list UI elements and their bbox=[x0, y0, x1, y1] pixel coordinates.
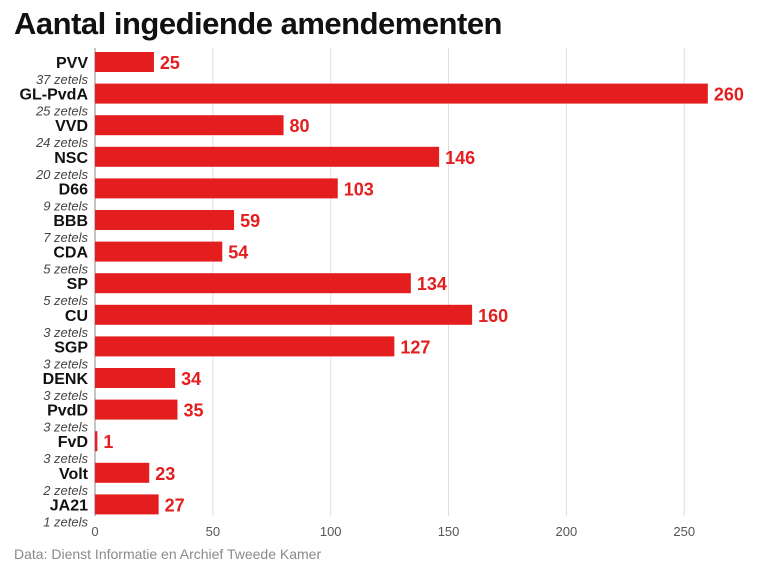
category-label: BBB bbox=[53, 213, 88, 230]
value-label: 59 bbox=[240, 211, 260, 231]
value-label: 146 bbox=[445, 148, 475, 168]
category-label: GL-PvdA bbox=[20, 87, 89, 104]
seats-label: 1 zetels bbox=[43, 514, 88, 529]
value-label: 54 bbox=[228, 243, 248, 263]
category-label: CDA bbox=[53, 245, 88, 262]
x-tick-label: 50 bbox=[206, 524, 220, 539]
bar-nsc bbox=[95, 146, 440, 167]
x-tick-label: 100 bbox=[320, 524, 342, 539]
seats-label: 9 zetels bbox=[43, 198, 88, 213]
value-label: 260 bbox=[714, 85, 744, 105]
value-label: 1 bbox=[103, 432, 113, 452]
x-tick-label: 250 bbox=[673, 524, 695, 539]
x-tick-label: 0 bbox=[91, 524, 98, 539]
seats-label: 5 zetels bbox=[43, 293, 88, 308]
seats-label: 3 zetels bbox=[43, 325, 88, 340]
value-label: 27 bbox=[165, 495, 185, 515]
bar-fvd bbox=[95, 431, 98, 452]
value-label: 103 bbox=[344, 179, 374, 199]
value-label: 35 bbox=[183, 401, 203, 421]
value-label: 34 bbox=[181, 369, 201, 389]
category-label: PVV bbox=[56, 55, 88, 72]
seats-label: 3 zetels bbox=[43, 356, 88, 371]
bar-sp bbox=[95, 273, 411, 294]
value-label: 80 bbox=[290, 116, 310, 136]
bar-bbb bbox=[95, 210, 235, 230]
bar-denk bbox=[95, 368, 176, 388]
chart-title: Aantal ingediende amendementen bbox=[14, 6, 503, 41]
seats-label: 25 zetels bbox=[35, 104, 89, 119]
bar-d66 bbox=[95, 178, 338, 199]
seats-label: 3 zetels bbox=[43, 420, 88, 435]
category-label: CU bbox=[65, 308, 88, 325]
bar-vvd bbox=[95, 115, 284, 136]
source-note: Data: Dienst Informatie en Archief Tweed… bbox=[14, 546, 322, 562]
seats-label: 24 zetels bbox=[35, 135, 89, 150]
value-label: 134 bbox=[417, 274, 447, 294]
x-tick-label: 200 bbox=[556, 524, 578, 539]
seats-label: 20 zetels bbox=[35, 167, 89, 182]
bar-pvv bbox=[95, 52, 154, 72]
bar-volt bbox=[95, 462, 150, 483]
bar-ja21 bbox=[95, 494, 159, 515]
category-label: NSC bbox=[54, 150, 88, 167]
category-label: FvD bbox=[58, 434, 88, 451]
seats-label: 5 zetels bbox=[43, 262, 88, 277]
seats-label: 3 zetels bbox=[43, 451, 88, 466]
seats-label: 7 zetels bbox=[43, 230, 88, 245]
category-label: D66 bbox=[59, 181, 88, 198]
bar-sgp bbox=[95, 336, 395, 357]
category-label: JA21 bbox=[50, 497, 88, 514]
bar-cu bbox=[95, 304, 473, 325]
bars bbox=[95, 52, 708, 515]
bar-pvdd bbox=[95, 399, 178, 420]
category-label: SGP bbox=[54, 339, 88, 356]
bar-cda bbox=[95, 241, 223, 262]
category-label: SP bbox=[67, 276, 89, 293]
category-label: VVD bbox=[55, 118, 88, 135]
value-label: 160 bbox=[478, 306, 508, 326]
value-label: 25 bbox=[160, 53, 180, 73]
seats-label: 2 zetels bbox=[42, 483, 88, 498]
value-label: 127 bbox=[400, 337, 430, 357]
category-label: DENK bbox=[43, 371, 89, 388]
bar-gl-pvda bbox=[95, 83, 708, 104]
value-label: 23 bbox=[155, 464, 175, 484]
x-tick-label: 150 bbox=[438, 524, 460, 539]
x-axis-ticks: 0 50 100 150 200 250 bbox=[91, 524, 695, 539]
category-label: Volt bbox=[59, 466, 89, 483]
category-label: PvdD bbox=[47, 403, 88, 420]
seats-label: 37 zetels bbox=[36, 72, 89, 87]
seats-label: 3 zetels bbox=[43, 388, 88, 403]
